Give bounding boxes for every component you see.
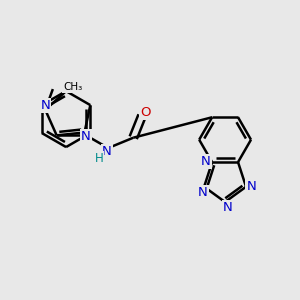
Text: N: N — [198, 186, 208, 199]
Text: H: H — [94, 152, 103, 165]
Text: N: N — [81, 130, 91, 143]
Text: N: N — [102, 145, 112, 158]
Text: N: N — [40, 99, 50, 112]
Text: O: O — [140, 106, 151, 119]
Text: N: N — [247, 180, 256, 193]
Text: CH₃: CH₃ — [63, 82, 82, 92]
Text: N: N — [201, 155, 211, 168]
Text: N: N — [223, 201, 232, 214]
